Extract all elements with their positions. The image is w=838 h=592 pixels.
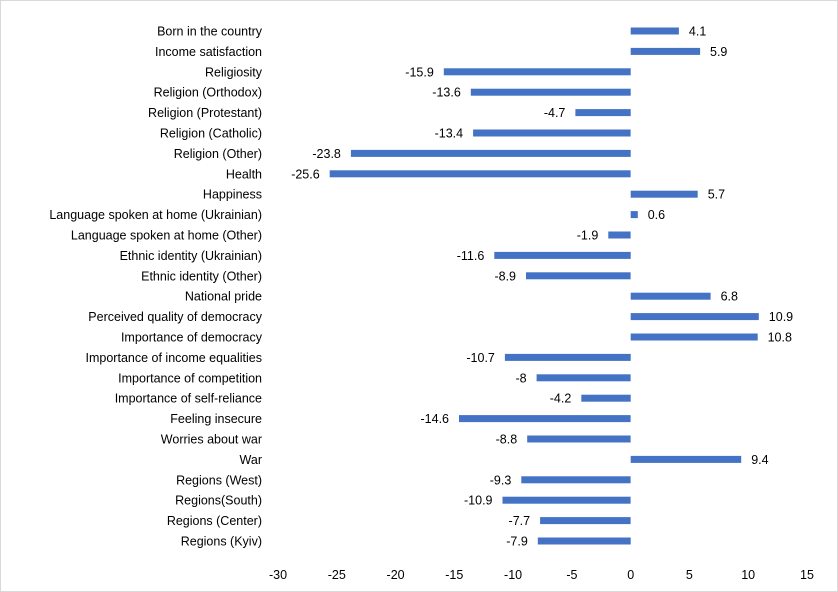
bar (630, 47, 701, 55)
category-label: Religiosity (205, 65, 263, 79)
data-label: 5.9 (710, 45, 727, 59)
bar (521, 476, 631, 484)
category-label: Perceived quality of democracy (88, 310, 262, 324)
bar (526, 272, 631, 280)
data-label: -7.9 (506, 535, 528, 549)
bar (630, 292, 711, 300)
category-label: Health (226, 167, 262, 181)
bar (630, 190, 698, 198)
category-label: Regions (Kyiv) (181, 535, 262, 549)
data-label: 0.6 (648, 208, 665, 222)
data-label: -25.6 (291, 167, 320, 181)
x-tick-label: 15 (800, 568, 814, 582)
bar (473, 129, 631, 137)
data-label: -23.8 (312, 147, 341, 161)
data-label: -4.7 (544, 106, 566, 120)
data-label: 5.7 (708, 188, 725, 202)
category-labels-group: Born in the country Income satisfaction Re… (49, 25, 262, 549)
category-label: Ethnic identity (Ukrainian) (120, 249, 262, 263)
category-label: Regions(South) (175, 494, 262, 508)
category-label: Regions (Center) (167, 514, 262, 528)
category-label: National pride (185, 290, 262, 304)
bar (540, 517, 631, 525)
bar (537, 537, 631, 545)
data-label: 4.1 (689, 25, 706, 39)
bar (581, 394, 631, 402)
data-label: -4.2 (550, 392, 572, 406)
x-tick-labels-group: -30 -25 -20 -15 -10 -5 0 5 10 15 (269, 568, 814, 582)
data-label: -8.9 (494, 269, 516, 283)
data-label: -9.3 (490, 473, 512, 487)
x-tick-label: -5 (566, 568, 577, 582)
data-label: -1.9 (577, 229, 599, 243)
bar (470, 88, 631, 96)
x-tick-label: 0 (627, 568, 634, 582)
data-label: -14.6 (421, 412, 450, 426)
bar (608, 231, 631, 239)
category-label: Language spoken at home (Ukrainian) (49, 208, 262, 222)
data-label: 10.9 (769, 310, 793, 324)
data-label: -11.6 (457, 249, 485, 263)
data-label: -15.9 (405, 65, 434, 79)
data-labels-group: 4.1 5.9 -15.9 -13.6 -4.7 -13.4 -23.8 -25.6 5.7 0.… (291, 25, 793, 549)
bar (630, 455, 742, 463)
x-tick-label: -25 (328, 568, 346, 582)
x-tick-label: -15 (445, 568, 463, 582)
x-tick-label: 5 (686, 568, 693, 582)
bar (502, 496, 631, 504)
bar (443, 68, 631, 76)
category-label: Importance of competition (118, 371, 262, 385)
category-label: Born in the country (157, 25, 263, 39)
data-label: -7.7 (509, 514, 531, 528)
data-label: 10.8 (768, 331, 792, 345)
data-label: -8.8 (496, 433, 518, 447)
category-label: Religion (Orthodox) (154, 86, 262, 100)
category-label: Feeling insecure (170, 412, 262, 426)
category-label: Religion (Protestant) (148, 106, 262, 120)
category-label: Regions (West) (176, 473, 262, 487)
x-tick-label: -10 (504, 568, 522, 582)
bar (630, 333, 758, 341)
category-label: Happiness (203, 188, 262, 202)
data-label: -8 (515, 371, 526, 385)
category-label: Religion (Other) (174, 147, 262, 161)
bar (527, 435, 631, 443)
category-label: Importance of democracy (121, 331, 263, 345)
category-label: Language spoken at home (Other) (71, 229, 262, 243)
bar (504, 353, 631, 361)
bar (350, 149, 631, 157)
category-label: Importance of self-reliance (115, 392, 262, 406)
x-tick-label: -30 (269, 568, 287, 582)
category-label: War (240, 453, 262, 467)
bars-group (329, 27, 759, 545)
bar (494, 251, 631, 259)
category-label: Ethnic identity (Other) (141, 269, 262, 283)
bar (575, 109, 631, 117)
category-label: Religion (Catholic) (160, 127, 262, 141)
bar (459, 415, 631, 423)
category-label: Income satisfaction (155, 45, 262, 59)
category-label: Worries about war (161, 433, 262, 447)
category-label: Importance of income equalities (86, 351, 262, 365)
bar (329, 170, 631, 178)
data-label: 6.8 (721, 290, 738, 304)
bar (630, 211, 638, 219)
data-label: -13.4 (435, 127, 464, 141)
data-label: -10.7 (466, 351, 495, 365)
bar (630, 27, 679, 35)
bar (630, 313, 759, 321)
data-label: 9.4 (751, 453, 768, 467)
data-label: -13.6 (432, 86, 461, 100)
x-tick-label: -20 (387, 568, 405, 582)
data-label: -10.9 (464, 494, 493, 508)
bar (536, 374, 631, 382)
x-tick-label: 10 (741, 568, 755, 582)
